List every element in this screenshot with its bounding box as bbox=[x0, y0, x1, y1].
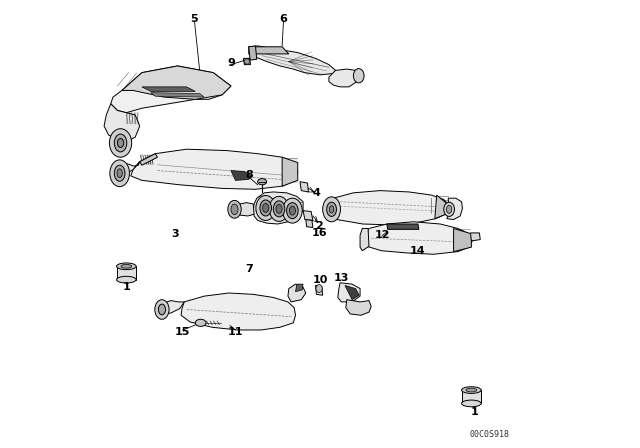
Polygon shape bbox=[243, 58, 250, 65]
Ellipse shape bbox=[289, 206, 296, 215]
Polygon shape bbox=[122, 66, 231, 99]
Ellipse shape bbox=[116, 263, 136, 270]
Polygon shape bbox=[360, 228, 369, 251]
Ellipse shape bbox=[447, 205, 452, 213]
Ellipse shape bbox=[195, 319, 206, 327]
Ellipse shape bbox=[461, 400, 481, 407]
Polygon shape bbox=[249, 46, 335, 75]
Text: 1: 1 bbox=[471, 407, 479, 417]
Text: 16: 16 bbox=[311, 228, 327, 238]
Polygon shape bbox=[116, 162, 140, 176]
Text: 6: 6 bbox=[280, 14, 287, 24]
Ellipse shape bbox=[283, 198, 302, 223]
Ellipse shape bbox=[330, 206, 334, 213]
Polygon shape bbox=[231, 171, 251, 181]
Text: 11: 11 bbox=[228, 327, 243, 337]
Ellipse shape bbox=[316, 284, 322, 293]
Ellipse shape bbox=[121, 264, 132, 268]
Polygon shape bbox=[346, 300, 371, 315]
Ellipse shape bbox=[155, 300, 169, 319]
Ellipse shape bbox=[244, 59, 250, 64]
Polygon shape bbox=[111, 66, 231, 113]
Text: 13: 13 bbox=[333, 273, 349, 283]
Text: 14: 14 bbox=[410, 246, 426, 256]
Text: 10: 10 bbox=[312, 275, 328, 284]
Text: 00C0S918: 00C0S918 bbox=[469, 430, 509, 439]
Polygon shape bbox=[470, 233, 480, 241]
Polygon shape bbox=[454, 228, 472, 252]
Text: 8: 8 bbox=[245, 170, 253, 180]
Polygon shape bbox=[362, 222, 472, 254]
Ellipse shape bbox=[116, 276, 136, 283]
Polygon shape bbox=[306, 220, 313, 228]
Polygon shape bbox=[116, 266, 136, 280]
Ellipse shape bbox=[461, 387, 481, 393]
Text: 12: 12 bbox=[374, 230, 390, 240]
Polygon shape bbox=[142, 87, 195, 91]
Ellipse shape bbox=[117, 169, 122, 178]
Polygon shape bbox=[329, 190, 450, 225]
Polygon shape bbox=[447, 198, 463, 220]
Ellipse shape bbox=[323, 197, 340, 222]
Ellipse shape bbox=[115, 165, 125, 181]
Polygon shape bbox=[181, 293, 296, 330]
Ellipse shape bbox=[228, 200, 241, 218]
Polygon shape bbox=[435, 195, 450, 219]
Polygon shape bbox=[345, 285, 359, 300]
Polygon shape bbox=[387, 224, 419, 229]
Polygon shape bbox=[316, 285, 323, 295]
Text: 9: 9 bbox=[227, 58, 235, 68]
Ellipse shape bbox=[287, 202, 298, 219]
Ellipse shape bbox=[326, 202, 337, 216]
Polygon shape bbox=[234, 202, 254, 216]
Polygon shape bbox=[151, 93, 204, 97]
Ellipse shape bbox=[353, 69, 364, 83]
Polygon shape bbox=[300, 182, 308, 192]
Polygon shape bbox=[140, 154, 157, 165]
Polygon shape bbox=[131, 149, 298, 189]
Polygon shape bbox=[249, 47, 289, 54]
Ellipse shape bbox=[117, 138, 124, 147]
Text: 7: 7 bbox=[245, 264, 253, 275]
Ellipse shape bbox=[256, 195, 275, 220]
Polygon shape bbox=[338, 283, 360, 302]
Text: 5: 5 bbox=[191, 14, 198, 24]
Ellipse shape bbox=[444, 202, 454, 216]
Polygon shape bbox=[461, 390, 481, 404]
Ellipse shape bbox=[258, 179, 267, 185]
Polygon shape bbox=[296, 284, 303, 292]
Ellipse shape bbox=[115, 134, 127, 152]
Ellipse shape bbox=[269, 196, 289, 221]
Text: 15: 15 bbox=[175, 327, 191, 337]
Ellipse shape bbox=[466, 388, 477, 392]
Polygon shape bbox=[329, 69, 360, 87]
Ellipse shape bbox=[276, 204, 282, 213]
Polygon shape bbox=[282, 157, 298, 186]
Ellipse shape bbox=[110, 160, 129, 187]
Text: 4: 4 bbox=[312, 188, 321, 198]
Polygon shape bbox=[249, 46, 257, 60]
Text: 3: 3 bbox=[172, 229, 179, 239]
Ellipse shape bbox=[231, 204, 238, 215]
Ellipse shape bbox=[109, 129, 132, 157]
Polygon shape bbox=[253, 192, 303, 224]
Text: 2: 2 bbox=[316, 221, 323, 231]
Polygon shape bbox=[104, 104, 140, 142]
Polygon shape bbox=[303, 211, 313, 220]
Polygon shape bbox=[161, 301, 184, 314]
Text: 1: 1 bbox=[122, 282, 130, 292]
Ellipse shape bbox=[158, 304, 166, 315]
Polygon shape bbox=[288, 284, 306, 302]
Ellipse shape bbox=[273, 201, 285, 217]
Ellipse shape bbox=[260, 200, 271, 216]
Ellipse shape bbox=[262, 203, 269, 212]
